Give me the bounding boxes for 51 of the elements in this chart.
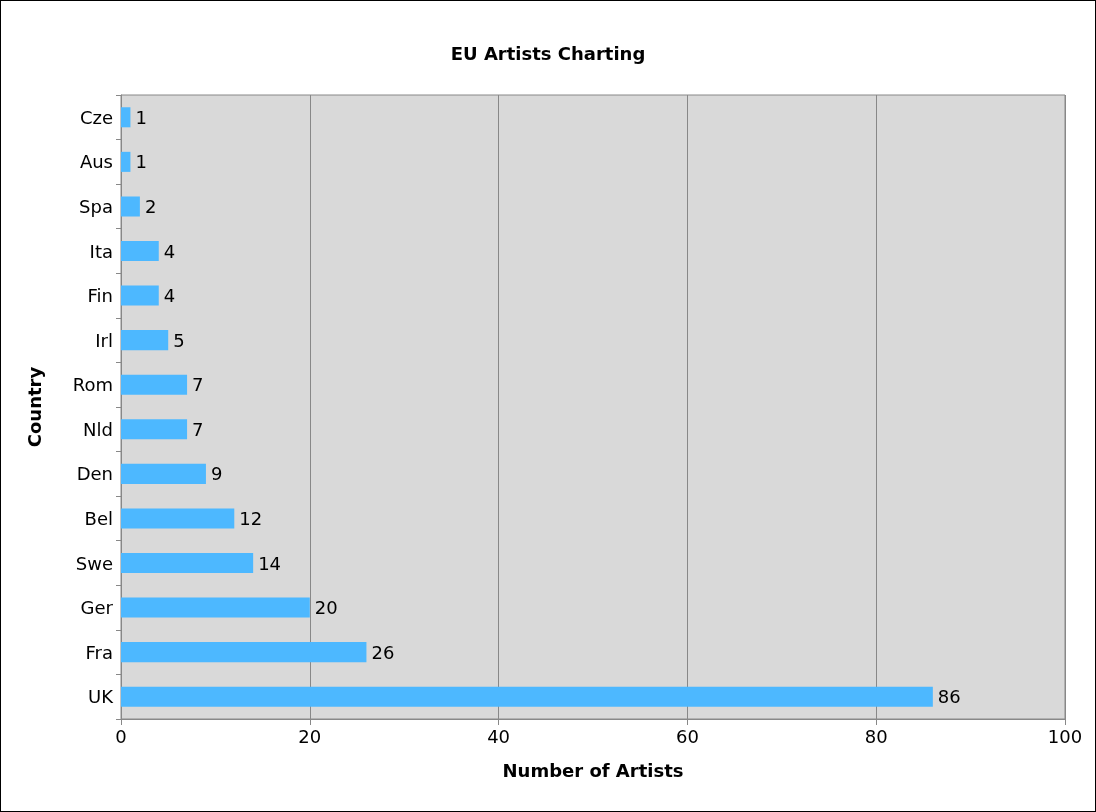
y-tick-label: Fin [87, 285, 113, 307]
bar [121, 463, 206, 484]
y-tick-label: Swe [75, 552, 113, 574]
y-tick-label: Ita [89, 240, 113, 262]
chart-title: EU Artists Charting [450, 42, 646, 64]
bar [121, 597, 310, 618]
x-tick-label: 80 [864, 725, 888, 747]
bar [121, 508, 235, 529]
bar [121, 330, 169, 351]
y-tick-label: Bel [84, 507, 113, 529]
bar [121, 151, 131, 172]
data-label: 4 [163, 240, 176, 262]
bar [121, 240, 159, 262]
data-label: 7 [192, 418, 204, 440]
data-label: 4 [163, 285, 176, 307]
x-tick-label: 20 [298, 725, 322, 747]
data-label: 14 [258, 552, 282, 574]
bar [121, 285, 159, 306]
data-label: 9 [210, 463, 223, 485]
data-label: 26 [371, 641, 395, 663]
bar [121, 107, 131, 128]
x-axis-title: Number of Artists [502, 759, 684, 781]
y-tick-label: Cze [79, 106, 113, 128]
y-tick-label: UK [88, 686, 115, 708]
data-label: 5 [173, 329, 185, 351]
data-label: 86 [937, 686, 961, 708]
y-tick-label: Den [76, 463, 113, 485]
data-label: 20 [314, 597, 338, 619]
data-label: 1 [135, 106, 147, 128]
y-tick-label: Nld [83, 418, 113, 440]
bar [121, 552, 254, 574]
y-axis-title: Country [23, 366, 45, 448]
x-tick-label: 0 [115, 725, 127, 747]
x-tick-label: 40 [487, 725, 511, 747]
bar [121, 374, 188, 395]
bar [121, 196, 140, 217]
data-label: 12 [239, 507, 263, 529]
bar [121, 686, 933, 707]
data-label: 2 [144, 195, 157, 217]
y-tick-label: Irl [95, 329, 113, 351]
y-tick-label: Rom [72, 374, 113, 396]
y-tick-label: Ger [80, 597, 114, 619]
bar [121, 642, 367, 663]
x-tick-label: 100 [1047, 725, 1083, 747]
y-tick-label: Aus [79, 151, 113, 173]
bar [121, 419, 188, 440]
x-tick-label: 60 [675, 725, 699, 747]
data-label: 1 [135, 151, 147, 173]
y-tick-label: Spa [79, 195, 113, 217]
y-tick-label: Fra [85, 641, 113, 663]
data-label: 7 [192, 374, 204, 396]
